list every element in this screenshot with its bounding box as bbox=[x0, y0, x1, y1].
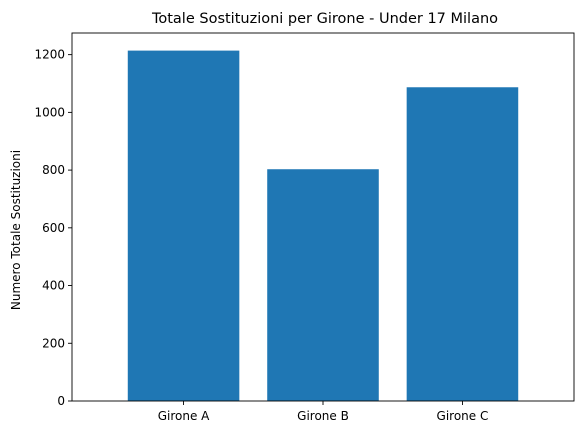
bar-girone-a bbox=[127, 50, 240, 402]
x-tick-label: Girone C bbox=[437, 409, 489, 423]
y-tick-label: 200 bbox=[42, 336, 65, 350]
chart-title: Totale Sostituzioni per Girone - Under 1… bbox=[151, 11, 498, 27]
x-tick-label: Girone B bbox=[297, 409, 349, 423]
y-tick-label: 400 bbox=[42, 279, 65, 293]
y-tick-label: 1200 bbox=[34, 48, 65, 62]
plot-area: 0 200 400 600 800 1000 1200 Girone A Girone B Gir… bbox=[34, 32, 575, 423]
bar-girone-c bbox=[406, 87, 519, 401]
y-tick-label: 600 bbox=[42, 221, 65, 235]
x-tick-label: Girone A bbox=[158, 409, 210, 423]
y-axis-label: Numero Totale Sostituzioni bbox=[9, 150, 23, 310]
y-tick-label: 0 bbox=[57, 394, 65, 408]
y-tick-label: 800 bbox=[42, 163, 65, 177]
bar-girone-b bbox=[267, 169, 379, 401]
y-tick-label: 1000 bbox=[34, 105, 65, 119]
